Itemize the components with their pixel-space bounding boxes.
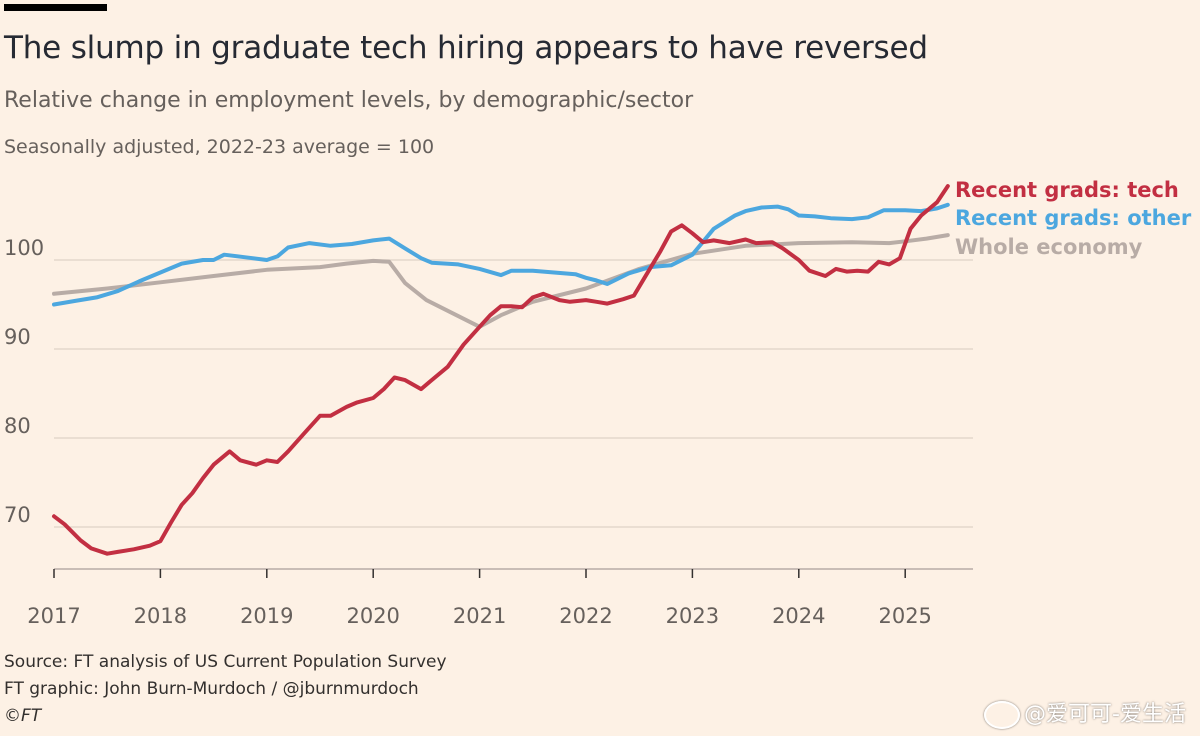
source-note: Source: FT analysis of US Current Popula…	[4, 652, 447, 672]
y-tick-label: 90	[4, 325, 31, 349]
weibo-icon	[984, 701, 1021, 729]
x-tick-label: 2023	[666, 604, 719, 628]
y-tick-label: 100	[4, 236, 44, 260]
y-tick-label: 70	[4, 503, 31, 527]
line-recent-grads-tech	[52, 184, 950, 556]
y-tick-label: 80	[4, 414, 31, 438]
x-tick-label: 2022	[559, 604, 612, 628]
x-tick-label: 2019	[240, 604, 293, 628]
x-tick-label: 2020	[346, 604, 399, 628]
graphic-credit: FT graphic: John Burn-Murdoch / @jburnmu…	[4, 679, 419, 699]
x-tick-label: 2024	[772, 604, 825, 628]
chart-title: The slump in graduate tech hiring appear…	[4, 30, 928, 66]
label-recent-grads-other: Recent grads: other	[955, 206, 1192, 230]
line-recent-grads-other	[52, 202, 950, 307]
label-recent-grads-tech: Recent grads: tech	[955, 178, 1179, 202]
x-tick-label: 2017	[27, 604, 80, 628]
x-tick-label: 2018	[134, 604, 187, 628]
watermark-text: @爱可可-爱生活	[1024, 702, 1186, 727]
x-tick-label: 2021	[453, 604, 506, 628]
x-tick-label: 2025	[878, 604, 931, 628]
line-whole-economy	[52, 233, 950, 329]
watermark: @爱可可-爱生活	[984, 696, 1186, 729]
copyright: ©FT	[4, 706, 42, 726]
label-whole-economy: Whole economy	[955, 235, 1143, 259]
ft-top-bar	[4, 4, 107, 11]
chart-note: Seasonally adjusted, 2022-23 average = 1…	[4, 136, 435, 158]
chart-subtitle: Relative change in employment levels, by…	[4, 88, 694, 113]
